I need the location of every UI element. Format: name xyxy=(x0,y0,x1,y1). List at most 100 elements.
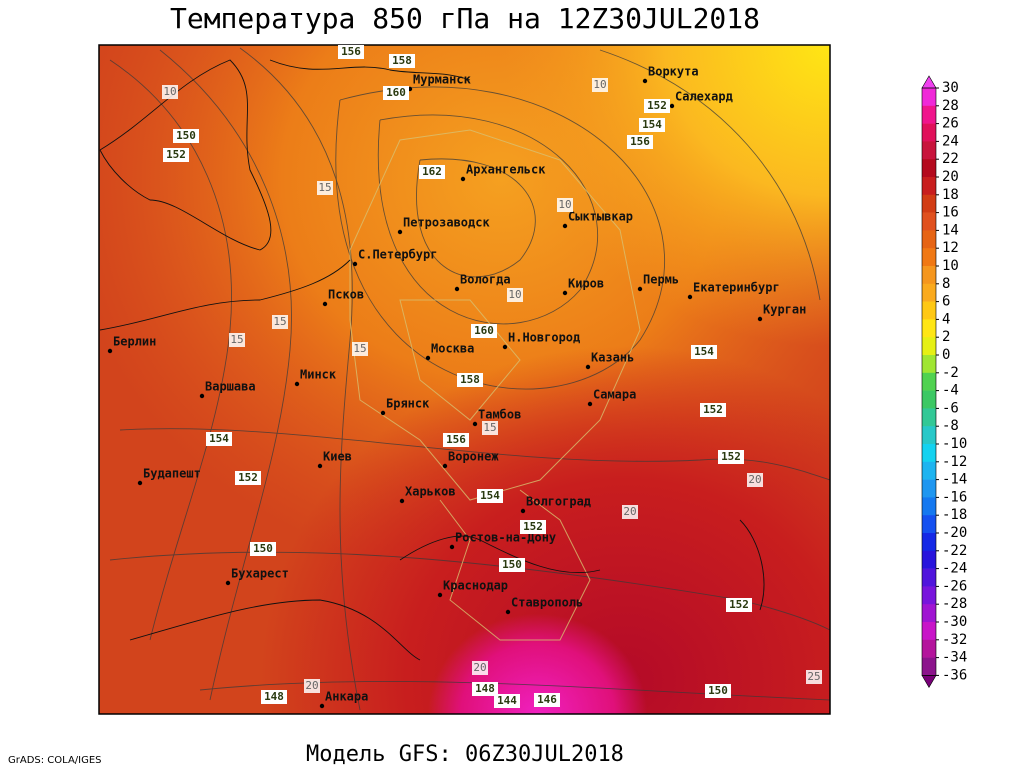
height-contour-label: 156 xyxy=(630,135,650,148)
height-label-box xyxy=(338,45,364,59)
height-contour-label: 152 xyxy=(166,148,186,161)
colorbar-bottom-arrow xyxy=(921,675,937,688)
colorbar-segment xyxy=(922,390,936,409)
height-contour-label: 158 xyxy=(460,373,480,386)
colorbar-segment xyxy=(922,159,936,178)
map-frame xyxy=(98,44,831,715)
temperature-contour-label: 10 xyxy=(508,288,521,301)
city-label: Пермь xyxy=(643,273,679,287)
height-label-box xyxy=(534,693,560,707)
city-label: Петрозаводск xyxy=(403,216,490,230)
colorbar-label: -4 xyxy=(942,383,959,399)
colorbar-segment xyxy=(922,444,936,463)
city-label: Воркута xyxy=(648,65,699,79)
colorbar-label: -12 xyxy=(942,454,967,470)
colorbar-label: 2 xyxy=(942,329,950,345)
colorbar-label: -26 xyxy=(942,578,967,594)
colorbar-segment xyxy=(922,141,936,160)
city-dot xyxy=(562,290,568,296)
colorbar-label: -28 xyxy=(942,596,967,612)
temperature-contour-label: 20 xyxy=(473,661,486,674)
city-label: Минск xyxy=(300,368,337,382)
height-contour-label: 150 xyxy=(253,542,273,555)
city-label: Самара xyxy=(593,388,636,402)
height-label-box xyxy=(472,682,498,696)
colorbar-segment xyxy=(922,105,936,124)
height-label-box xyxy=(691,345,717,359)
height-label-box xyxy=(250,542,276,556)
city-label: Н.Новгород xyxy=(508,331,580,345)
temperature-contour-label: 20 xyxy=(748,473,761,486)
colorbar-segment xyxy=(922,622,936,641)
city-label: Салехард xyxy=(675,90,733,104)
height-label-box xyxy=(471,324,497,338)
city-label: Анкара xyxy=(325,690,368,704)
height-contour-label: 150 xyxy=(708,684,728,697)
city-dot xyxy=(397,229,403,235)
city-dot xyxy=(199,393,205,399)
height-contour-label: 156 xyxy=(341,45,361,58)
city-dot xyxy=(437,592,443,598)
temp-label-box xyxy=(317,181,333,195)
height-label-box xyxy=(644,99,670,113)
colorbar-label: 26 xyxy=(942,116,959,132)
temperature-contour-label: 20 xyxy=(305,679,318,692)
height-contour-label: 154 xyxy=(642,118,662,131)
height-label-box xyxy=(389,54,415,68)
city-dot xyxy=(225,580,231,586)
colorbar-label: -14 xyxy=(942,472,967,488)
height-contour-label: 146 xyxy=(537,693,557,706)
height-label-box xyxy=(639,118,665,132)
colorbar-segment xyxy=(922,550,936,569)
height-contour-label: 152 xyxy=(703,403,723,416)
city-dot xyxy=(505,609,511,615)
colorbar-segment xyxy=(922,248,936,267)
city-label: Курган xyxy=(763,303,806,317)
colorbar-segment xyxy=(922,568,936,587)
temperature-contour-label: 10 xyxy=(593,78,606,91)
colorbar-label: 4 xyxy=(942,311,950,327)
colorbar-segment xyxy=(922,230,936,249)
colorbar-label: 24 xyxy=(942,133,959,149)
city-label: Воронеж xyxy=(448,450,499,464)
temp-label-box xyxy=(482,421,498,435)
city-label: Тамбов xyxy=(478,408,521,422)
city-dot xyxy=(107,348,113,354)
height-label-box xyxy=(206,432,232,446)
colorbar-segment xyxy=(922,479,936,498)
height-contour-label: 154 xyxy=(209,432,229,445)
height-contour-label: 158 xyxy=(392,54,412,67)
height-label-box xyxy=(726,598,752,612)
colorbar-label: -16 xyxy=(942,489,967,505)
colorbar-label: -8 xyxy=(942,418,959,434)
height-label-box xyxy=(383,86,409,100)
height-contour-label: 156 xyxy=(446,433,466,446)
city-label: Киров xyxy=(568,277,604,291)
city-dot xyxy=(687,294,693,300)
city-dot xyxy=(442,463,448,469)
colorbar-segment xyxy=(922,533,936,552)
colorbar-label: -32 xyxy=(942,632,967,648)
temperature-contour-label: 15 xyxy=(318,181,331,194)
colorbar-label: 14 xyxy=(942,222,959,238)
height-contour-label: 152 xyxy=(523,520,543,533)
temperature-contour-label: 25 xyxy=(807,670,820,683)
city-label: Волгоград xyxy=(526,495,591,509)
city-dot xyxy=(294,381,300,387)
temp-label-box xyxy=(472,661,488,675)
temperature-contour-label: 15 xyxy=(483,421,496,434)
colorbar-top-arrow xyxy=(921,75,937,89)
colorbar-label: 28 xyxy=(942,98,959,114)
height-label-box xyxy=(235,471,261,485)
city-dot xyxy=(502,344,508,350)
temp-label-box xyxy=(592,78,608,92)
temperature-contour-label: 10 xyxy=(163,85,176,98)
height-contour-label: 144 xyxy=(497,694,517,707)
height-contour-label: 150 xyxy=(176,129,196,142)
temp-label-box xyxy=(162,85,178,99)
colorbar-label: -6 xyxy=(942,400,959,416)
colorbar-label: -24 xyxy=(942,561,967,577)
temp-label-box xyxy=(557,198,573,212)
city-label: Бухарест xyxy=(231,567,289,581)
height-label-box xyxy=(261,690,287,704)
